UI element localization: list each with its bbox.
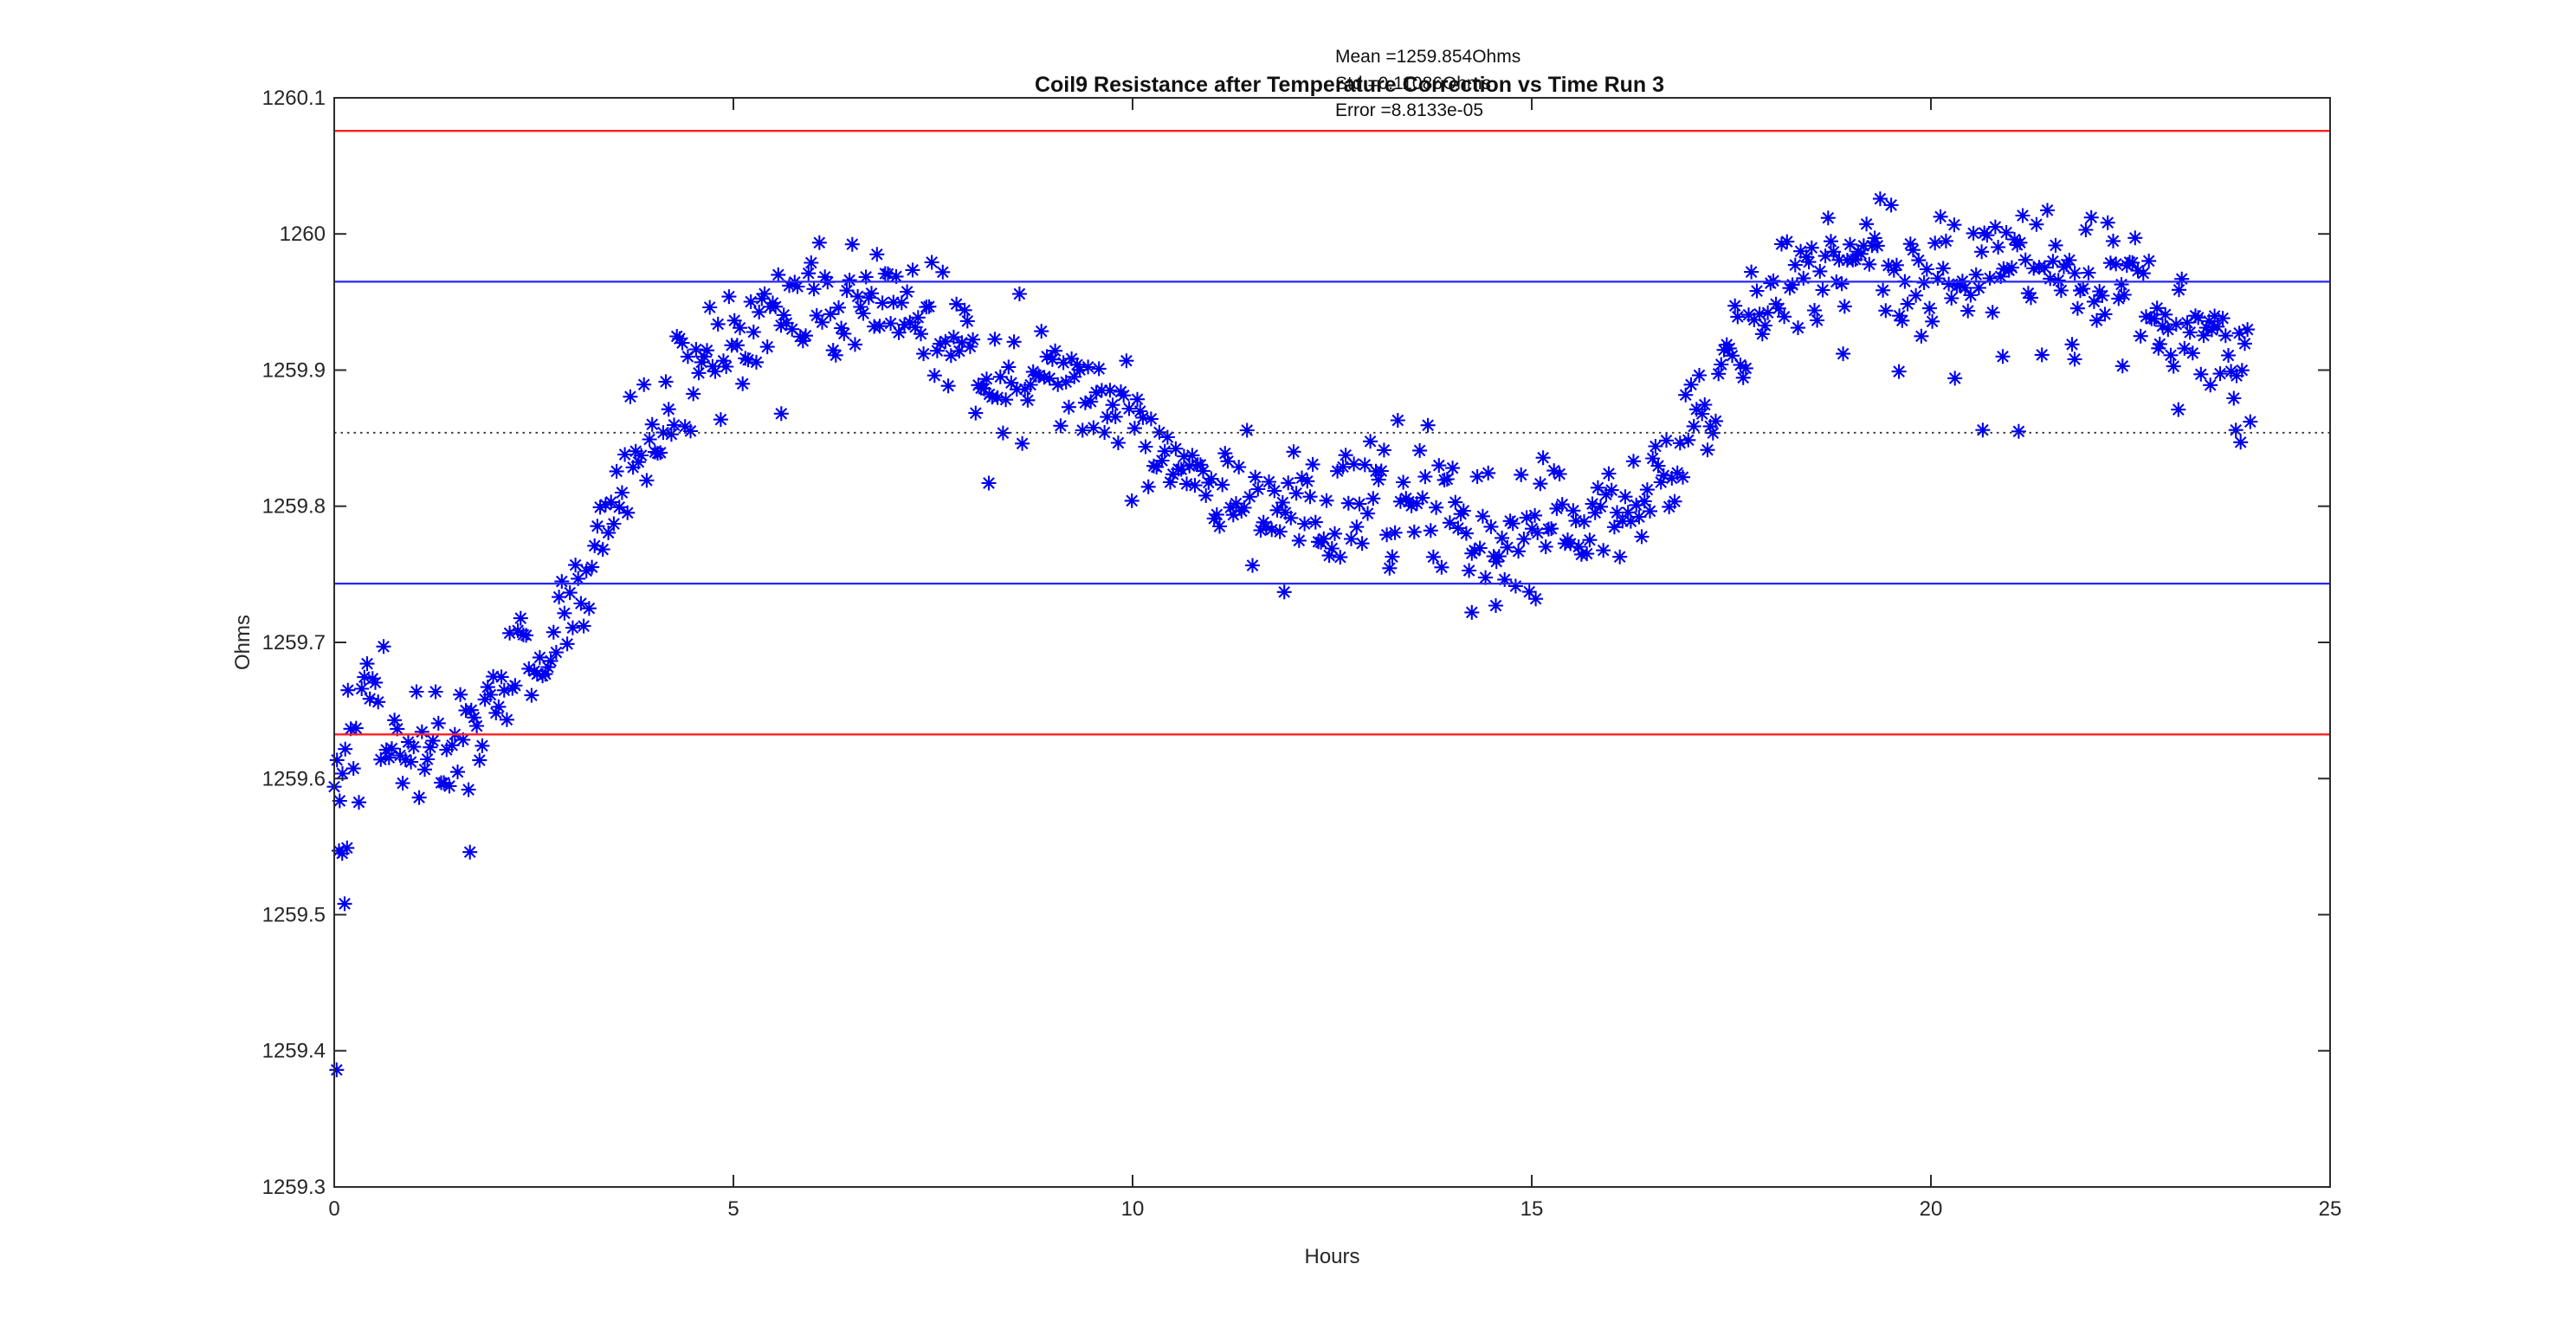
axis-ticks <box>333 97 2331 1188</box>
axis-box <box>333 97 2331 1188</box>
stat-error: Error =8.8133e-05 <box>1335 100 1484 120</box>
x-axis-label: Hours <box>1304 1245 1360 1268</box>
stat-mean: Mean =1259.854Ohms <box>1335 47 1521 67</box>
reference-lines <box>334 129 2330 736</box>
y-tick-label: 1259.4 <box>262 1040 326 1063</box>
x-tick-label: 10 <box>1121 1197 1145 1221</box>
chart-title: Coil9 Resistance after Temperature Corre… <box>1034 73 1665 97</box>
y-tick-label: 1259.8 <box>262 495 326 519</box>
x-tick-label: 0 <box>328 1197 339 1221</box>
x-tick-label: 15 <box>1520 1197 1544 1221</box>
y-tick-label: 1259.3 <box>262 1176 326 1199</box>
stat-std: Std =0.11086Ohms <box>1335 74 1491 94</box>
stats-annotation: Mean =1259.854Ohms Std =0.11086Ohms Erro… <box>1335 43 1520 124</box>
y-axis-label: Ohms <box>231 614 255 671</box>
x-tick-label: 25 <box>2319 1197 2342 1221</box>
tick-labels: 0 5 10 15 20 25 1259.3 1259.4 1259.5 1259.6 1259.7… <box>262 87 2342 1221</box>
y-tick-label: 1259.7 <box>262 631 326 655</box>
x-tick-label: 20 <box>1920 1197 1943 1221</box>
y-tick-label: 1260.1 <box>262 87 326 110</box>
y-tick-label: 1259.9 <box>262 359 326 383</box>
x-tick-label: 5 <box>727 1197 739 1221</box>
y-tick-label: 1259.6 <box>262 767 326 790</box>
y-tick-label: 1260 <box>280 222 326 246</box>
scatter-points <box>326 191 2258 1078</box>
y-tick-label: 1259.5 <box>262 904 326 927</box>
